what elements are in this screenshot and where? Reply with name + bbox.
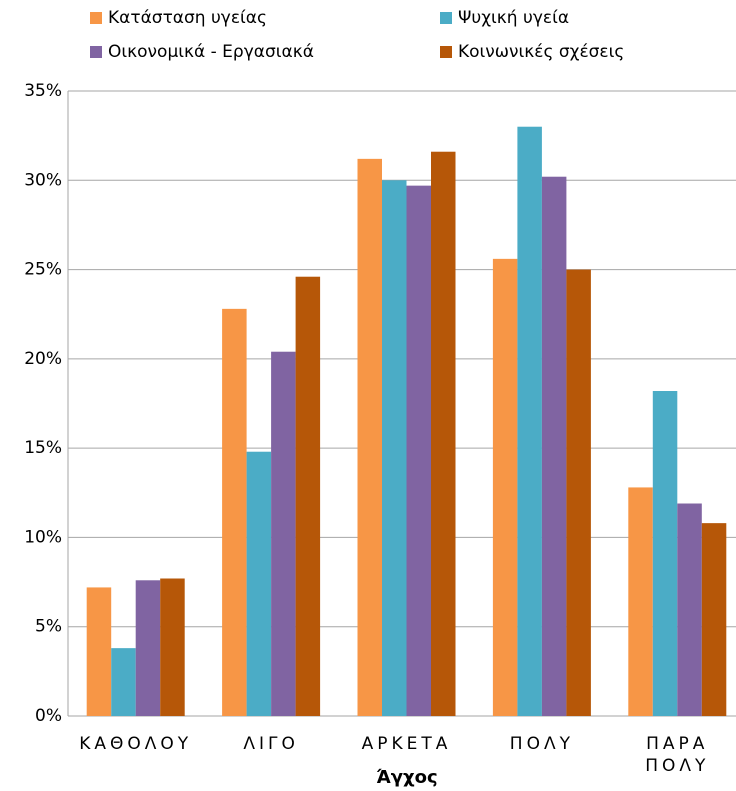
x-tick-label: ΚΑΘΟΛΟΥ bbox=[79, 734, 192, 754]
x-axis-title: Άγχος bbox=[376, 767, 437, 788]
bar bbox=[357, 158, 382, 716]
bar bbox=[701, 523, 727, 716]
bar bbox=[652, 391, 678, 716]
x-tick-label: ΑΡΚΕΤΑ bbox=[362, 734, 452, 754]
y-tick-label: 20% bbox=[24, 349, 62, 369]
bar bbox=[135, 580, 161, 716]
x-tick-label: ΠΑΡΑ ΠΟΛΥ bbox=[645, 734, 709, 776]
bar bbox=[222, 308, 247, 716]
bar bbox=[628, 487, 653, 716]
y-tick-label: 35% bbox=[24, 81, 62, 101]
bar bbox=[271, 351, 296, 716]
bar bbox=[566, 269, 591, 716]
x-tick-label: ΛΙΓΟ bbox=[243, 734, 299, 754]
bar bbox=[517, 126, 542, 716]
bar bbox=[111, 648, 136, 716]
bar bbox=[677, 503, 702, 716]
legend-swatch bbox=[440, 46, 452, 58]
y-tick-label: 30% bbox=[24, 170, 62, 190]
y-tick-label: 15% bbox=[24, 438, 62, 458]
bar bbox=[406, 185, 431, 717]
bar bbox=[86, 587, 112, 716]
bar bbox=[295, 276, 321, 716]
legend-swatch bbox=[90, 46, 102, 58]
y-tick-label: 5% bbox=[35, 617, 62, 637]
y-tick-label: 10% bbox=[24, 527, 62, 547]
legend-label: Κοινωνικές σχέσεις bbox=[458, 42, 624, 62]
bar bbox=[246, 451, 272, 716]
legend-label: Κατάσταση υγείας bbox=[108, 8, 267, 28]
bar bbox=[492, 258, 518, 716]
legend-label: Ψυχική υγεία bbox=[458, 8, 569, 28]
bar bbox=[431, 151, 456, 716]
legend-swatch bbox=[90, 12, 102, 24]
x-tick-label: ΠΟΛΥ bbox=[510, 734, 574, 754]
bar bbox=[382, 180, 407, 717]
y-tick-label: 25% bbox=[24, 260, 62, 280]
legend-label: Οικονομικά - Εργασιακά bbox=[108, 42, 314, 62]
bar bbox=[541, 176, 567, 716]
legend-swatch bbox=[440, 12, 452, 24]
y-tick-label: 0% bbox=[35, 706, 62, 726]
bar bbox=[160, 578, 185, 716]
